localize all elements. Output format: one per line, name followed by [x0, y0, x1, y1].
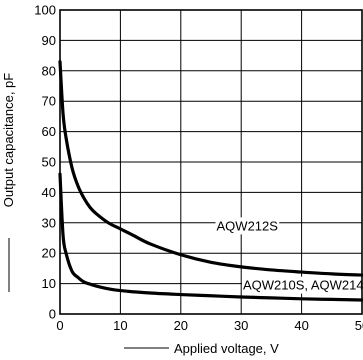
x-tick-label: 20: [174, 318, 188, 333]
series-line-0: [58, 60, 363, 277]
series-labels: AQW212S AQW210S, AQW214S: [215, 217, 363, 294]
x-tick-label: 30: [234, 318, 248, 333]
y-tick-label: 100: [34, 3, 56, 18]
series-line-1: [58, 172, 363, 302]
y-tick-label: 90: [42, 33, 56, 48]
series-label-1: AQW210S, AQW214S: [243, 278, 363, 293]
y-tick-label: 20: [42, 246, 56, 261]
y-axis-ticks: 0 10 20 30 40 50 60 70 80 90 100: [34, 3, 56, 322]
x-tick-label: 40: [294, 318, 308, 333]
y-tick-label: 10: [42, 276, 56, 291]
y-tick-label: 80: [42, 63, 56, 78]
y-axis-label: Output capacitance, pF: [1, 73, 16, 207]
series-label-background: [215, 217, 280, 235]
y-tick-label: 70: [42, 94, 56, 109]
x-axis-label: Applied voltage, V: [174, 341, 279, 356]
series-label-0: AQW212S: [217, 218, 279, 233]
x-axis-title: Applied voltage, V: [124, 341, 279, 356]
series-lines: [58, 60, 363, 302]
grid: [60, 10, 362, 314]
series-label-background: [241, 276, 363, 294]
x-tick-label: 50: [355, 318, 363, 333]
y-tick-label: 50: [42, 155, 56, 170]
x-axis-ticks: 0 10 20 30 40 50: [56, 318, 363, 333]
x-tick-label: 0: [56, 318, 63, 333]
y-axis-title: Output capacitance, pF: [1, 73, 16, 292]
y-tick-label: 0: [49, 307, 56, 322]
y-tick-label: 60: [42, 124, 56, 139]
plot-frame: [59, 9, 363, 315]
x-tick-label: 10: [113, 318, 127, 333]
y-tick-label: 30: [42, 215, 56, 230]
y-tick-label: 40: [42, 185, 56, 200]
